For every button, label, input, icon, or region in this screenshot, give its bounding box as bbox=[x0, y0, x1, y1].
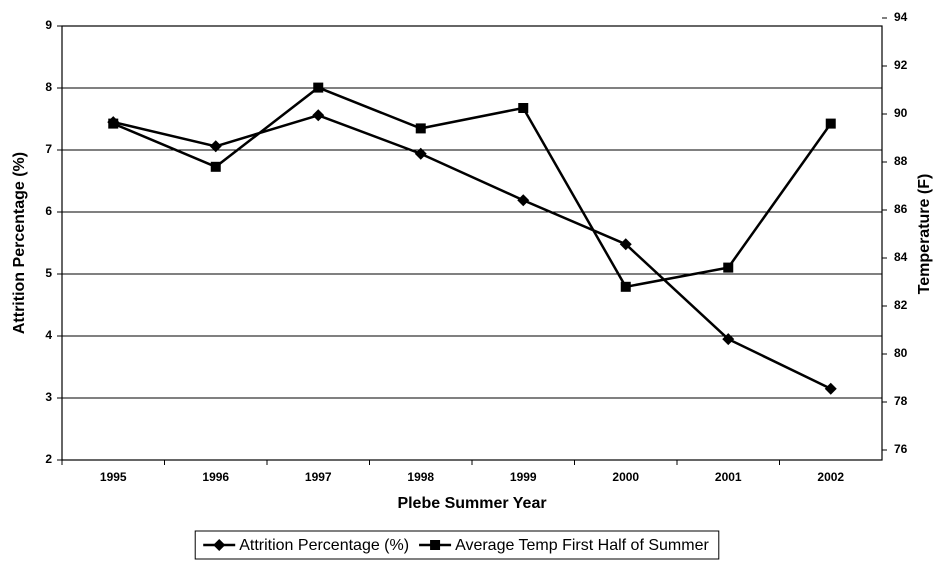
x-tick-label: 1996 bbox=[202, 470, 229, 484]
plot-area bbox=[61, 25, 883, 461]
square-marker bbox=[620, 281, 631, 292]
y2-tick-label: 86 bbox=[894, 202, 908, 216]
diamond-marker bbox=[213, 539, 226, 551]
y2-axis-title: Temperature (F) bbox=[916, 174, 933, 295]
series-line bbox=[112, 113, 832, 390]
legend-label: Average Temp First Half of Summer bbox=[455, 537, 709, 554]
y2-tick-label: 80 bbox=[894, 346, 908, 360]
square-marker bbox=[210, 161, 221, 172]
diamond-marker bbox=[312, 109, 325, 122]
square-marker bbox=[430, 540, 441, 550]
y-tick-label: 4 bbox=[45, 328, 52, 342]
diamond-marker bbox=[414, 147, 427, 160]
diamond-marker bbox=[619, 238, 632, 251]
square-marker bbox=[108, 118, 119, 129]
legend-label: Attrition Percentage (%) bbox=[239, 537, 409, 554]
x-tick-label: 1995 bbox=[100, 470, 127, 484]
y-tick-label: 3 bbox=[45, 390, 52, 404]
y-tick-label: 5 bbox=[45, 266, 52, 280]
y-tick-label: 6 bbox=[45, 204, 52, 218]
y2-tick-label: 84 bbox=[894, 250, 908, 264]
square-marker bbox=[313, 82, 324, 93]
y-tick-label: 7 bbox=[45, 142, 52, 156]
y-tick-label: 8 bbox=[45, 80, 52, 94]
y2-tick-label: 90 bbox=[894, 106, 908, 120]
diamond-marker bbox=[209, 140, 222, 153]
legend-box bbox=[194, 530, 720, 560]
diamond-marker bbox=[824, 382, 837, 395]
square-marker bbox=[415, 123, 426, 134]
diamond-marker bbox=[517, 194, 530, 207]
diamond-marker bbox=[722, 333, 735, 346]
x-tick-label: 1997 bbox=[305, 470, 332, 484]
y2-tick-label: 78 bbox=[894, 394, 908, 408]
y-axis-title: Attrition Percentage (%) bbox=[11, 152, 28, 334]
y2-tick-label: 76 bbox=[894, 442, 908, 456]
y2-tick-label: 82 bbox=[894, 298, 908, 312]
y-tick-label: 9 bbox=[45, 18, 52, 32]
square-marker bbox=[518, 103, 529, 113]
y2-tick-label: 92 bbox=[894, 58, 908, 72]
x-tick-label: 2001 bbox=[715, 470, 742, 484]
y2-tick-label: 94 bbox=[894, 10, 908, 24]
y-tick-label: 2 bbox=[45, 452, 52, 466]
x-tick-label: 1999 bbox=[510, 470, 537, 484]
square-marker bbox=[723, 262, 734, 273]
x-tick-label: 2000 bbox=[612, 470, 639, 484]
legend: Attrition Percentage (%) Average Temp Fir… bbox=[194, 530, 720, 560]
y2-tick-label: 88 bbox=[894, 154, 908, 168]
x-tick-label: 1998 bbox=[407, 470, 434, 484]
series-line bbox=[112, 86, 832, 289]
x-axis-title: Plebe Summer Year bbox=[397, 495, 546, 512]
square-marker bbox=[825, 118, 836, 129]
x-tick-label: 2002 bbox=[817, 470, 844, 484]
